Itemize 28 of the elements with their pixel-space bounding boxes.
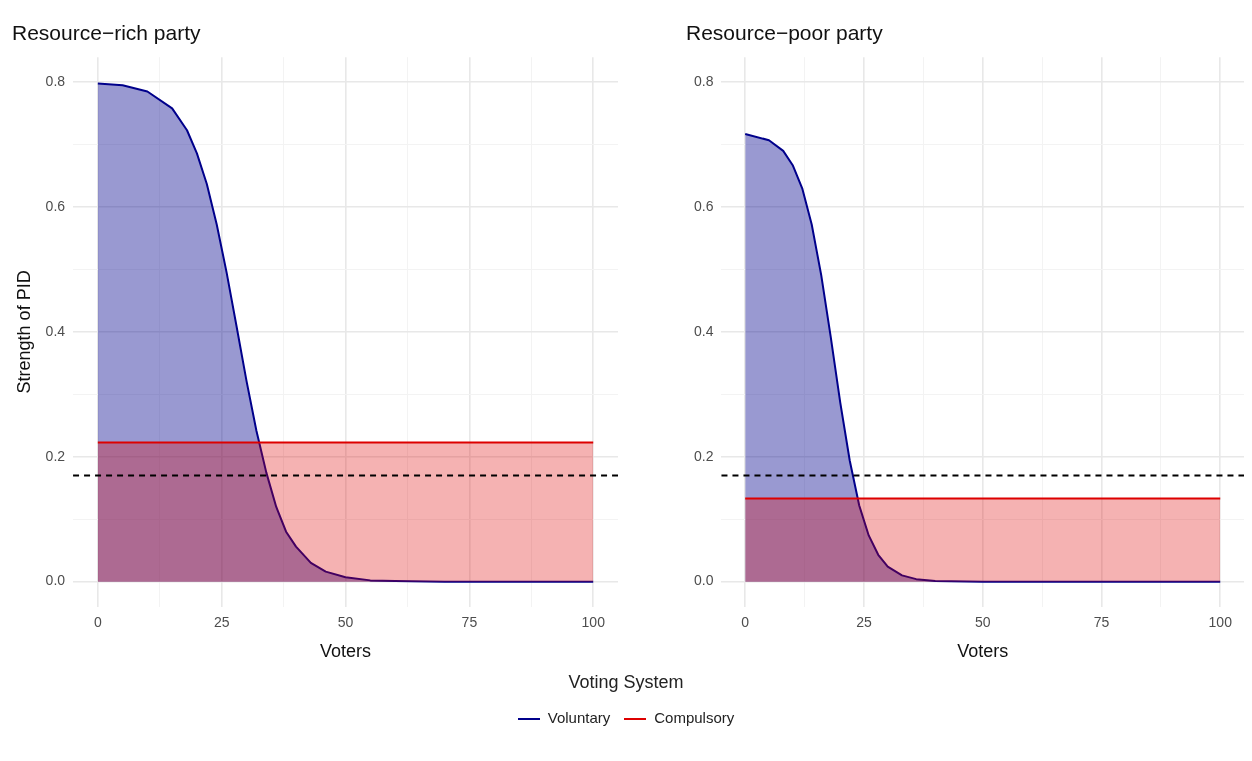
x-tick-label: 100	[1208, 613, 1233, 630]
y-tick-label: 0.2	[45, 447, 66, 464]
x-tick-label: 100	[581, 613, 606, 630]
y-tick-label: 0.0	[45, 572, 66, 589]
chart-title: Resource−rich party	[12, 21, 201, 45]
x-tick-label: 25	[213, 613, 230, 630]
y-tick-label: 0.6	[45, 197, 66, 214]
x-tick-label: 50	[974, 613, 991, 630]
chart-title: Resource−poor party	[686, 21, 884, 45]
x-tick-label: 0	[93, 613, 102, 630]
y-axis-title: Strength of PID	[13, 270, 34, 394]
x-tick-label: 75	[461, 613, 478, 630]
y-tick-label: 0.2	[693, 447, 714, 464]
x-tick-label: 0	[741, 613, 750, 630]
x-tick-label: 75	[1093, 613, 1110, 630]
x-tick-label: 50	[337, 613, 354, 630]
x-tick-label: 25	[856, 613, 872, 630]
legend-label: Voluntary	[546, 709, 611, 726]
y-tick-label: 0.6	[693, 197, 714, 214]
y-tick-label: 0.0	[693, 572, 714, 589]
y-tick-label: 0.4	[693, 322, 714, 339]
y-tick-label: 0.8	[45, 73, 66, 90]
y-tick-label: 0.8	[693, 73, 714, 90]
y-tick-label: 0.4	[45, 322, 66, 339]
legend-title: Voting System	[567, 672, 685, 693]
x-axis-title: Voters	[957, 641, 1009, 662]
x-axis-title: Voters	[320, 641, 372, 662]
legend-label: Compulsory	[653, 709, 735, 726]
